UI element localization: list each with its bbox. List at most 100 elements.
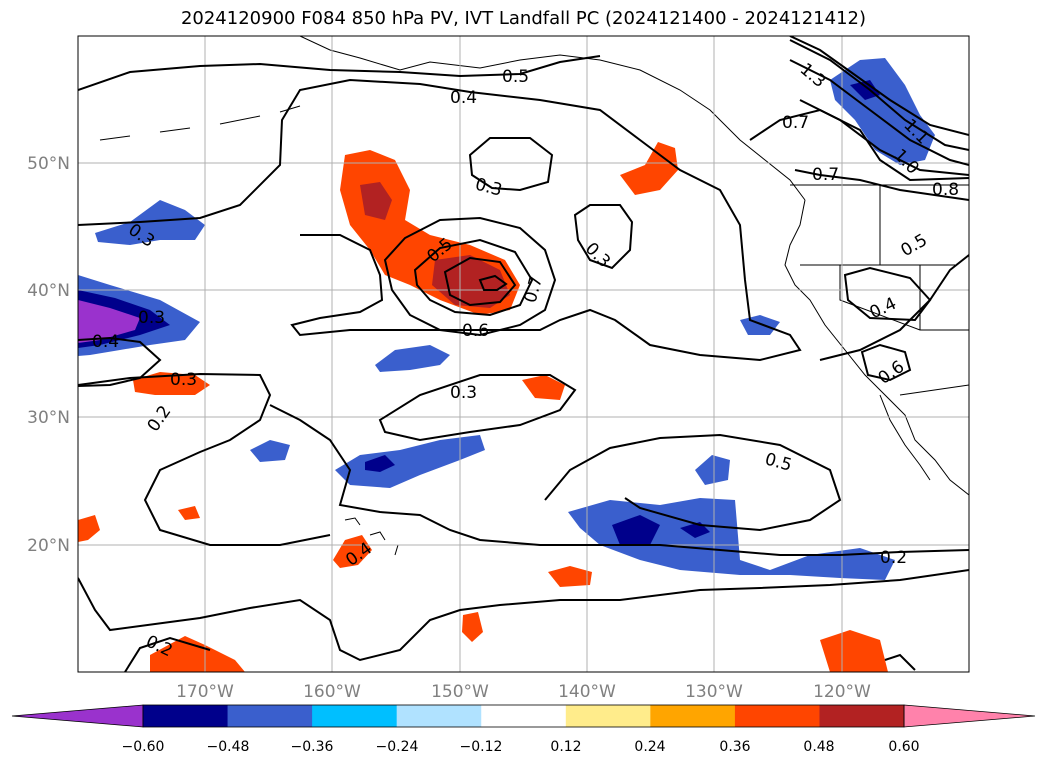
contour-1-0 (789, 59, 969, 166)
pos-area-c (522, 375, 565, 400)
contour-label: 0.5 (502, 67, 529, 87)
contour-0-5-north (78, 55, 601, 91)
colorbar-tick-label: 0.36 (719, 739, 750, 755)
lon-tick-label: 170°W (176, 682, 234, 702)
map-title: 2024120900 F084 850 hPa PV, IVT Landfall… (180, 8, 867, 29)
contour-label: 0.7 (812, 165, 839, 185)
lat-ticks: 50°N 40°N 30°N 20°N (27, 154, 70, 556)
pos-area-e (178, 506, 200, 520)
contour-label: 0.3 (450, 383, 477, 403)
contour-max (478, 274, 508, 291)
colorbar-segment (143, 705, 229, 727)
map-frame (77, 35, 970, 673)
contour-label: 0.4 (92, 332, 119, 352)
contour-label: 0.7 (782, 113, 809, 133)
colorbar-segment (396, 705, 482, 727)
colorbar-segment (734, 705, 820, 727)
colorbar-segment (227, 705, 313, 727)
contour-label: 0.8 (932, 180, 959, 200)
contours (78, 36, 969, 672)
pos-area-j (820, 630, 888, 672)
border-us-mexico (899, 384, 969, 396)
lat-tick-label: 20°N (27, 536, 70, 556)
neg-area-4 (568, 498, 895, 580)
pos-area-b (133, 372, 210, 395)
contour-label: 0.6 (462, 321, 489, 341)
contour-0-6 (413, 238, 534, 317)
contour-0-3-ring (468, 137, 554, 192)
positive-shading (78, 142, 888, 672)
contour-0-7 (443, 256, 517, 307)
contour-label: 0.3 (170, 370, 197, 390)
coastline-north-america (784, 199, 969, 496)
contour-1-3 (789, 36, 969, 136)
contour-0-2-sw (124, 636, 211, 672)
contour-label: 0.4 (450, 88, 477, 108)
colorbar-tick-label: −0.48 (207, 739, 250, 755)
coastline-alaska (299, 36, 806, 201)
colorbar-tick-label: 0.12 (550, 739, 581, 755)
colorbar-tick-label: −0.60 (122, 739, 165, 755)
lon-tick-label: 150°W (431, 682, 489, 702)
colorbar-segment (650, 705, 736, 727)
neg-area-west-max (78, 300, 140, 343)
colorbar-segment (481, 705, 567, 727)
colorbar-tick-label: −0.36 (291, 739, 334, 755)
colorbar-frame (142, 704, 905, 728)
colorbar-segment (565, 705, 651, 727)
contour-0-7-b (794, 169, 969, 201)
neg-area-2-core (365, 455, 395, 472)
lon-tick-label: 130°W (685, 682, 743, 702)
coastlines (99, 36, 969, 556)
contour-0-4-coast (843, 266, 932, 322)
contour-0-8 (799, 99, 969, 176)
colorbar-ticks: −0.60 −0.48 −0.36 −0.24 −0.12 0.12 0.24 … (122, 739, 920, 755)
contour-0-3-ring3 (378, 374, 577, 442)
contour-0-6-coast (860, 343, 912, 382)
pos-area-main-core1 (360, 182, 392, 220)
neg-area-3 (250, 440, 290, 462)
contour-0-4-north (78, 78, 802, 362)
map-panel: 0.5 0.4 0.3 0.3 0.5 0.6 0.7 0.3 0.3 0.3 … (78, 36, 969, 672)
pos-area-f (333, 535, 372, 568)
neg-area-4-core (612, 515, 660, 545)
border-state-3 (839, 265, 969, 331)
colorbar-tick-label: 0.60 (888, 739, 919, 755)
colorbar-segments (11, 704, 1036, 728)
colorbar-tick-label: −0.24 (376, 739, 419, 755)
contour-label: 0.3 (138, 308, 165, 328)
pos-area-h (462, 612, 483, 642)
contour-0-5-south (544, 433, 842, 532)
aleutians (99, 105, 301, 141)
contour-label: 0.2 (880, 548, 907, 568)
pos-area-a (620, 142, 678, 195)
colorbar-segment (819, 705, 905, 727)
pos-area-i (150, 636, 245, 672)
contour-0-4-south (269, 404, 969, 556)
colorbar-tick-label: 0.48 (803, 739, 834, 755)
gridlines (78, 36, 969, 672)
pos-area-d (78, 515, 100, 542)
pos-area-g (548, 566, 592, 587)
contour-small-ne (884, 653, 916, 671)
contour-0-3-ring2 (573, 204, 634, 270)
neg-area-nw (95, 200, 205, 245)
neg-area-2 (335, 435, 485, 488)
colorbar: −0.60 −0.48 −0.36 −0.24 −0.12 0.12 0.24 … (11, 704, 1036, 755)
lat-tick-label: 40°N (27, 281, 70, 301)
colorbar-tick-label: −0.12 (460, 739, 503, 755)
lon-ticks: 170°W 160°W 150°W 140°W 130°W 120°W (176, 682, 871, 702)
neg-area-1 (375, 345, 450, 372)
lon-tick-label: 120°W (813, 682, 871, 702)
colorbar-segment (312, 705, 398, 727)
contour-0-5-coast (819, 254, 969, 361)
colorbar-extend-min (11, 704, 144, 728)
coastline-baja (879, 394, 931, 481)
contour-0-2-south (78, 569, 969, 662)
contour-1-1 (789, 39, 969, 151)
lon-tick-label: 140°W (558, 682, 616, 702)
lon-tick-label: 160°W (303, 682, 361, 702)
colorbar-tick-label: 0.24 (634, 739, 665, 755)
neg-area-5 (695, 455, 730, 485)
